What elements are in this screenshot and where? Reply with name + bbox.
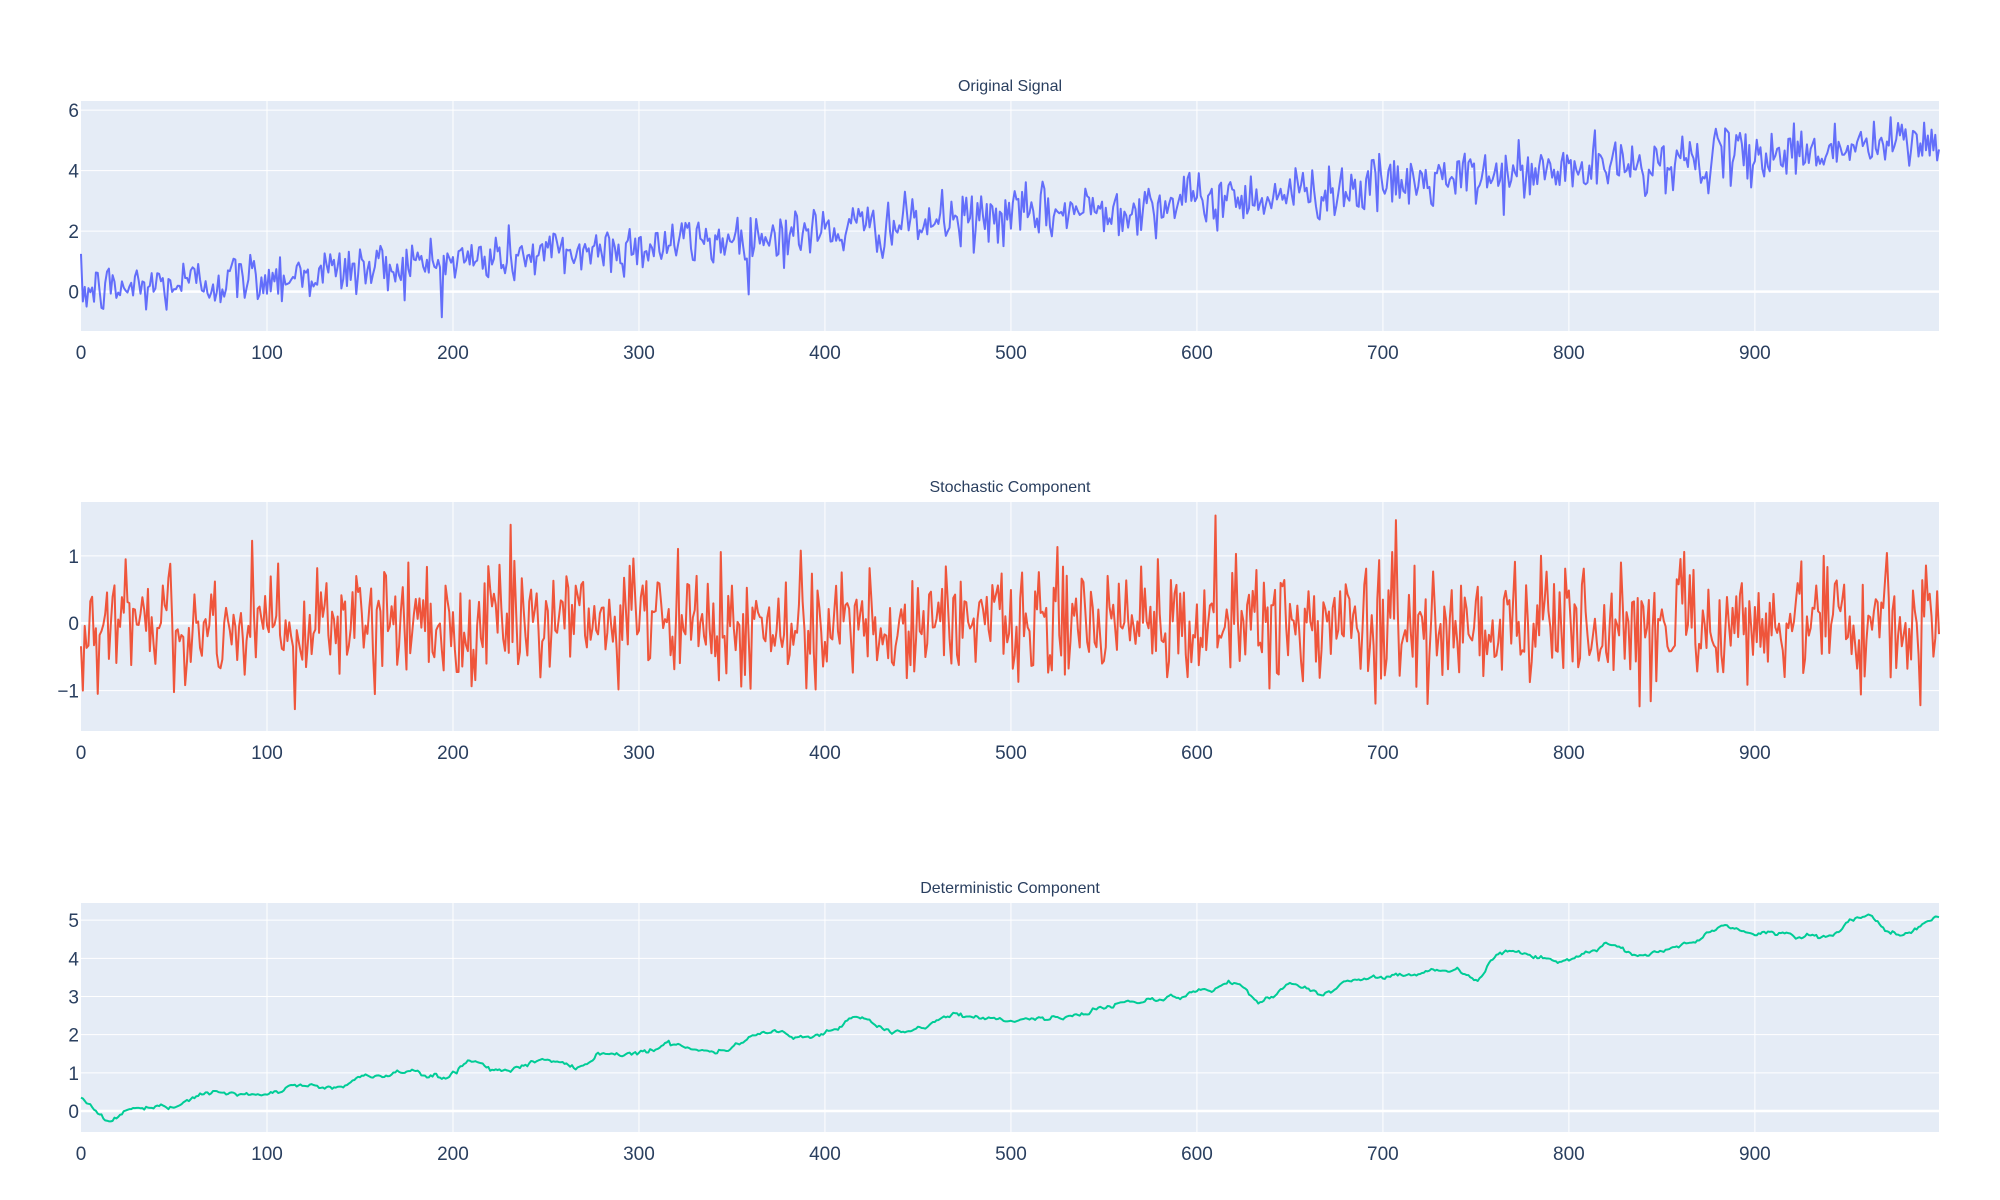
x-tick-label: 500	[995, 743, 1027, 764]
x-tick-label: 800	[1553, 1144, 1585, 1165]
x-tick-label: 300	[623, 343, 655, 364]
y-tick-label: 0	[68, 614, 79, 635]
x-tick-label: 900	[1739, 743, 1771, 764]
x-tick-label: 100	[251, 1144, 283, 1165]
x-tick-label: 300	[623, 1144, 655, 1165]
y-tick-label: 4	[68, 949, 79, 970]
x-tick-label: 600	[1181, 743, 1213, 764]
y-tick-label: 1	[68, 547, 79, 568]
series-line	[80, 913, 1940, 1123]
y-tick-label: 5	[68, 911, 79, 932]
y-tick-label: 0	[68, 1102, 79, 1123]
x-tick-label: 400	[809, 743, 841, 764]
x-tick-label: 900	[1739, 343, 1771, 364]
x-tick-label: 800	[1553, 343, 1585, 364]
stochastic-component-panel: 0 100 200 300 400 500 600 700 800 900 −1 0 1 Stochast…	[57, 479, 1940, 764]
x-tick-label: 800	[1553, 743, 1585, 764]
x-tick-label: 200	[437, 1144, 469, 1165]
x-tick-label: 700	[1367, 343, 1399, 364]
series-line	[80, 514, 1940, 711]
y-tick-label: 2	[68, 1026, 79, 1047]
x-tick-label: 0	[76, 1144, 87, 1165]
x-tick-label: 600	[1181, 1144, 1213, 1165]
x-tick-label: 100	[251, 343, 283, 364]
original-signal-panel: 0 100 200 300 400 500 600 700 800 900 0 2 4 6 Original…	[68, 78, 1940, 364]
x-tick-label: 0	[76, 743, 87, 764]
y-tick-label: 0	[68, 283, 79, 304]
x-tick-label: 400	[809, 343, 841, 364]
x-tick-label: 700	[1367, 1144, 1399, 1165]
x-tick-label: 200	[437, 743, 469, 764]
y-tick-label: 6	[68, 101, 79, 122]
subplot-title: Stochastic Component	[930, 479, 1092, 496]
x-tick-label: 500	[995, 1144, 1027, 1165]
x-tick-label: 300	[623, 743, 655, 764]
y-tick-label: 2	[68, 222, 79, 243]
y-tick-label: 4	[68, 162, 79, 183]
series-line	[80, 116, 1940, 319]
x-tick-label: 0	[76, 343, 87, 364]
x-tick-label: 600	[1181, 343, 1213, 364]
y-tick-label: −1	[57, 682, 79, 703]
x-tick-label: 700	[1367, 743, 1399, 764]
plot-area	[81, 903, 1939, 1132]
subplot-title: Deterministic Component	[920, 880, 1100, 897]
x-tick-label: 100	[251, 743, 283, 764]
x-tick-label: 900	[1739, 1144, 1771, 1165]
y-tick-label: 1	[68, 1064, 79, 1085]
subplot-title: Original Signal	[958, 78, 1062, 95]
x-tick-label: 200	[437, 343, 469, 364]
deterministic-component-panel: 0 100 200 300 400 500 600 700 800 900 0 1 2 3 4 5 Determ…	[68, 880, 1940, 1165]
y-tick-label: 3	[68, 988, 79, 1009]
x-tick-label: 500	[995, 343, 1027, 364]
x-tick-label: 400	[809, 1144, 841, 1165]
